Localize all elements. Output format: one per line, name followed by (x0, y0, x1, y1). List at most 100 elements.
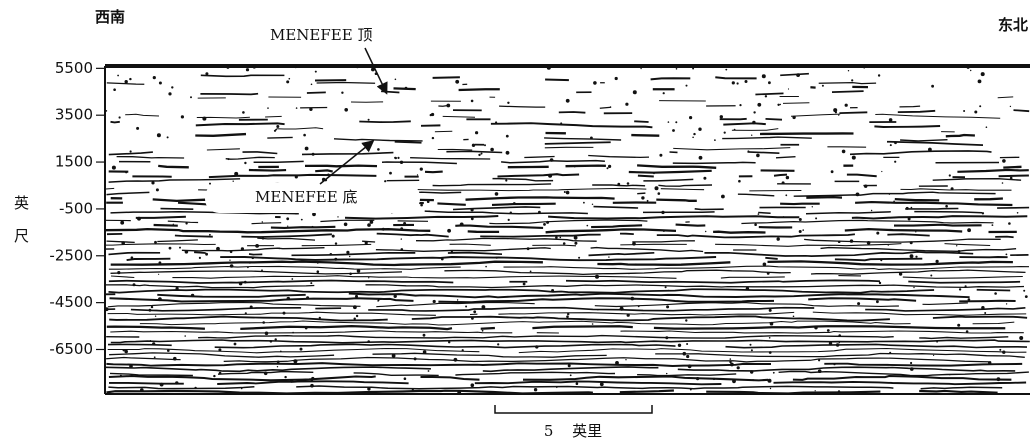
arrow (365, 48, 386, 92)
speckle (951, 187, 954, 190)
speckle (676, 68, 678, 70)
speckle (286, 217, 289, 220)
speckle (567, 313, 569, 315)
speckle (191, 294, 194, 297)
speckle (663, 230, 665, 232)
speckle (698, 128, 701, 131)
reflector (136, 216, 1028, 219)
speckle (290, 379, 293, 382)
speckle (732, 379, 736, 383)
speckle (560, 122, 562, 124)
speckle (277, 361, 280, 364)
speckle (454, 358, 458, 362)
scale-bar (495, 405, 652, 413)
speckle (335, 242, 337, 244)
reflector (107, 238, 1001, 242)
speckle (850, 239, 853, 242)
speckle (658, 192, 661, 195)
speckle (367, 223, 371, 227)
speckle (911, 207, 913, 209)
speckle (268, 379, 270, 381)
scale-bar-label: 5 英里 (544, 422, 602, 440)
speckle (167, 65, 170, 68)
speckle (967, 66, 970, 69)
reflector (119, 161, 999, 164)
speckle (173, 357, 177, 361)
speckle (568, 364, 571, 367)
speckle (768, 379, 772, 383)
speckle (747, 150, 749, 152)
reflector (154, 225, 982, 228)
speckle (433, 300, 436, 303)
speckle (484, 144, 486, 146)
speckle (963, 110, 965, 112)
speckle (244, 281, 247, 284)
y-tick-label: 3500 (55, 106, 93, 124)
reflector (207, 147, 994, 150)
speckle (154, 241, 157, 244)
speckle (194, 387, 196, 389)
speckle (301, 219, 303, 221)
speckle (150, 340, 151, 341)
speckle (216, 247, 220, 251)
speckle (641, 196, 644, 199)
speckle (432, 137, 434, 139)
reflector (109, 266, 1029, 269)
reflector (111, 276, 1023, 279)
speckle (979, 105, 981, 107)
speckle (786, 176, 789, 179)
speckle (473, 310, 476, 313)
speckle (685, 319, 687, 321)
speckle (412, 389, 414, 391)
speckle (389, 172, 392, 175)
speckle (931, 85, 934, 88)
speckle (838, 390, 840, 392)
speckle (799, 230, 802, 233)
speckle (543, 223, 546, 226)
speckle (395, 157, 397, 159)
speckle (287, 226, 288, 227)
speckle (746, 287, 749, 290)
speckle (218, 348, 221, 351)
reflector (107, 83, 924, 85)
speckle (337, 216, 338, 217)
speckle (344, 223, 348, 227)
speckle (213, 375, 215, 377)
speckle (666, 305, 669, 308)
speckle (1025, 295, 1028, 298)
speckle (292, 332, 294, 334)
speckle (627, 314, 630, 317)
y-tick-label: -500 (59, 199, 93, 217)
speckle (482, 330, 484, 332)
speckle (988, 361, 991, 364)
speckle (1006, 254, 1008, 256)
reflector (108, 302, 1019, 306)
speckle (663, 92, 665, 94)
speckle (357, 269, 361, 273)
speckle (574, 236, 578, 240)
speckle (457, 299, 458, 300)
reflector (105, 229, 1017, 233)
speckle (928, 148, 932, 152)
reflector (108, 344, 1027, 347)
speckle (230, 251, 233, 254)
speckle (974, 111, 977, 114)
speckle (471, 383, 475, 387)
speckle (291, 278, 293, 280)
speckle (563, 242, 566, 245)
speckle (448, 341, 450, 343)
speckle (852, 156, 856, 160)
speckle (930, 275, 932, 277)
speckle (267, 107, 269, 109)
speckle (451, 251, 453, 253)
speckle (242, 111, 245, 114)
speckle (683, 352, 687, 356)
speckle (113, 88, 116, 91)
speckle (490, 148, 494, 152)
speckle (497, 343, 499, 345)
speckle (428, 370, 430, 372)
speckle (278, 248, 280, 250)
speckle (446, 104, 450, 108)
speckle (763, 263, 767, 267)
speckle (295, 66, 297, 68)
